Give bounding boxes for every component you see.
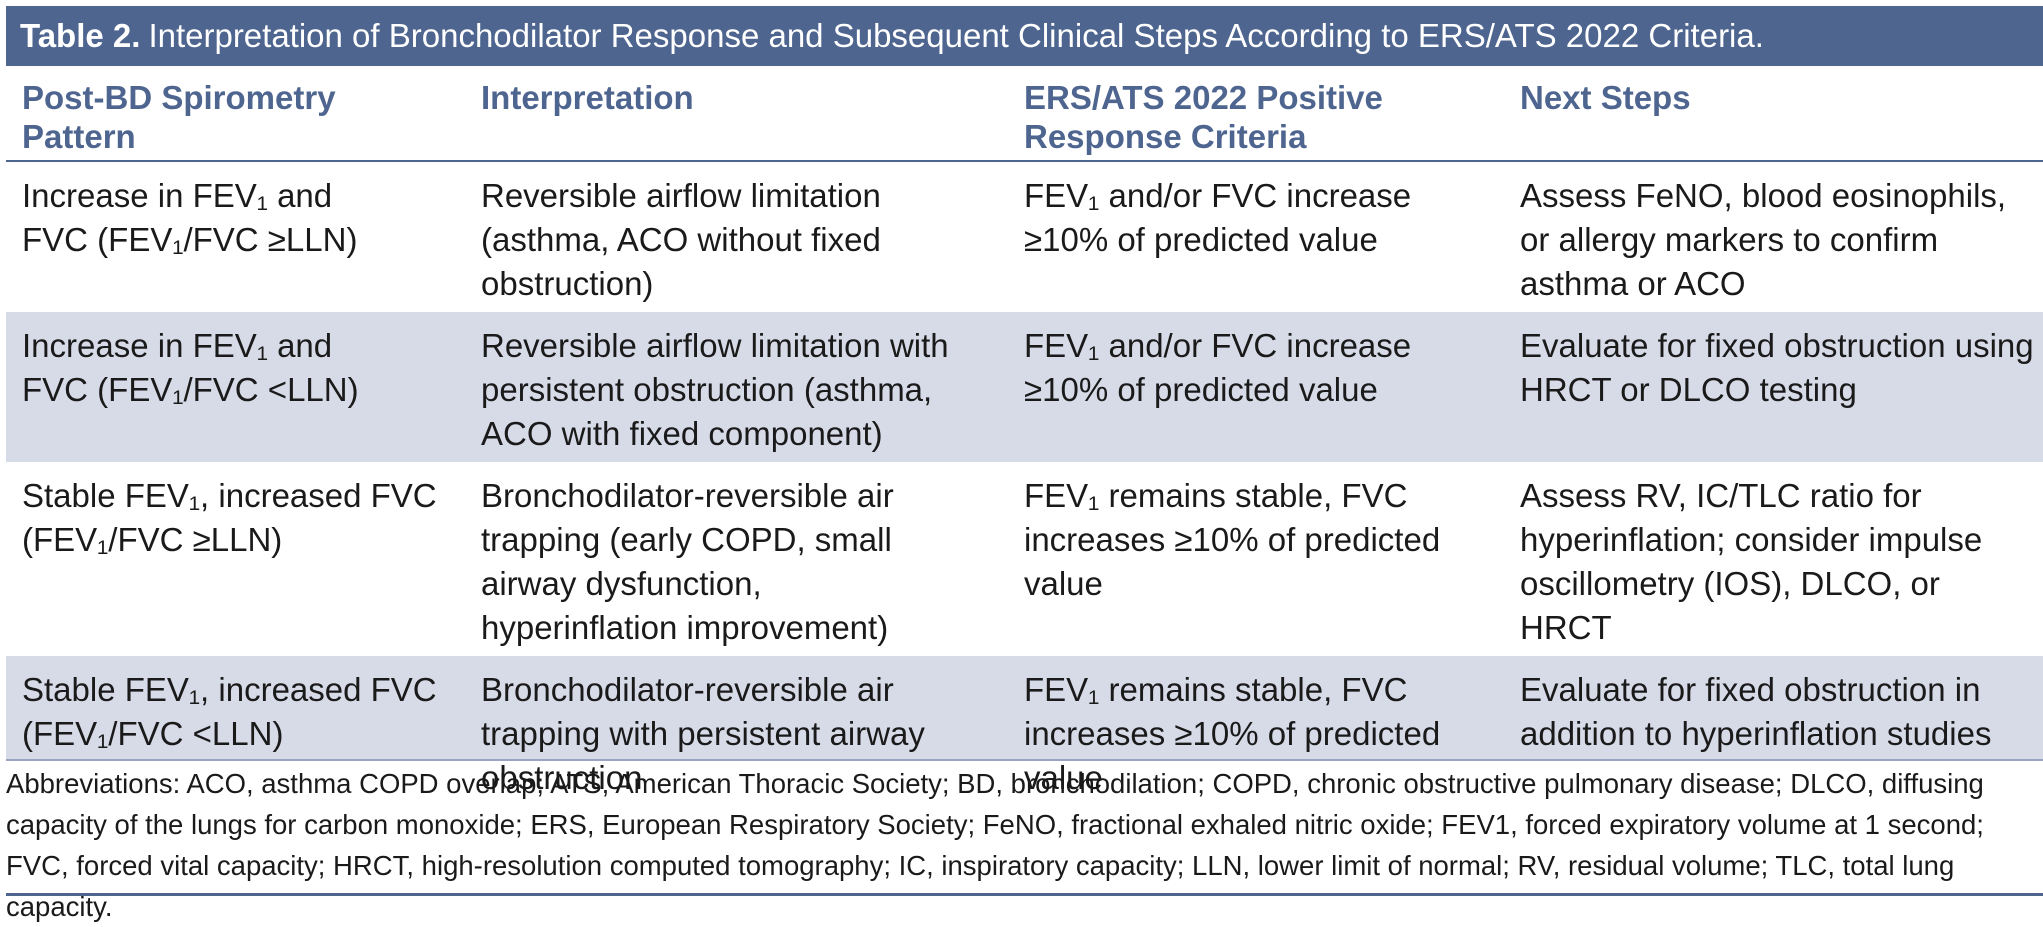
cell-next-steps: Evaluate for fixed obstruction in additi… (1520, 671, 1992, 752)
abbreviations-footnote: Abbreviations: ACO, asthma COPD overlap;… (6, 768, 1984, 922)
cell-next-steps: Assess RV, IC/TLC ratio for hyperinflati… (1520, 477, 1983, 646)
table-row: Stable FEV₁, increased FVC (FEV₁/FVC ≥LL… (6, 462, 2043, 656)
cell-next-steps: Evaluate for fixed obstruction using HRC… (1520, 327, 2034, 408)
column-header-interpretation: Interpretation (481, 79, 694, 116)
cell-interpretation: Reversible airflow limitation with persi… (481, 327, 949, 452)
cell-pattern: Stable FEV₁, increased FVC (FEV₁/FVC <LL… (22, 671, 437, 752)
cell-criteria: FEV₁ and/or FVC increase ≥10% of predict… (1024, 327, 1412, 408)
cell-interpretation: Bronchodilator-reversible air trapping (… (481, 477, 894, 646)
table-figure: Table 2. Interpretation of Bronchodilator… (6, 6, 2043, 922)
cell-criteria: FEV₁ remains stable, FVC increases ≥10% … (1024, 477, 1441, 602)
cell-pattern: Increase in FEV₁ and FVC (FEV₁/FVC <LLN) (22, 327, 359, 408)
column-header-next-steps: Next Steps (1520, 79, 1691, 116)
cell-interpretation: Bronchodilator-reversible air trapping w… (481, 671, 925, 796)
cell-interpretation: Reversible airflow limitation (asthma, A… (481, 177, 881, 302)
cell-next-steps: Assess FeNO, blood eosinophils, or aller… (1520, 177, 2007, 302)
table-title-text: Interpretation of Bronchodilator Respons… (148, 17, 1764, 54)
column-header-criteria: ERS/ATS 2022 Positive Response Criteria (1024, 79, 1383, 155)
table-row: Increase in FEV₁ and FVC (FEV₁/FVC <LLN)… (6, 312, 2043, 462)
column-header-pattern: Post-BD Spirometry Pattern (22, 79, 336, 155)
table-header-row: Post-BD Spirometry Pattern Interpretatio… (6, 66, 2043, 162)
table-title: Table 2. Interpretation of Bronchodilator… (6, 6, 2043, 66)
table-row: Increase in FEV₁ and FVC (FEV₁/FVC ≥LLN)… (6, 162, 2043, 312)
cell-pattern: Stable FEV₁, increased FVC (FEV₁/FVC ≥LL… (22, 477, 437, 558)
cell-criteria: FEV₁ remains stable, FVC increases ≥10% … (1024, 671, 1441, 796)
cell-pattern: Increase in FEV₁ and FVC (FEV₁/FVC ≥LLN) (22, 177, 358, 258)
table-title-label: Table 2. (20, 17, 141, 54)
table-bottom-divider (6, 759, 2043, 761)
table-row: Stable FEV₁, increased FVC (FEV₁/FVC <LL… (6, 656, 2043, 796)
cell-criteria: FEV₁ and/or FVC increase ≥10% of predict… (1024, 177, 1412, 258)
table-bottom-rule (6, 893, 2043, 896)
